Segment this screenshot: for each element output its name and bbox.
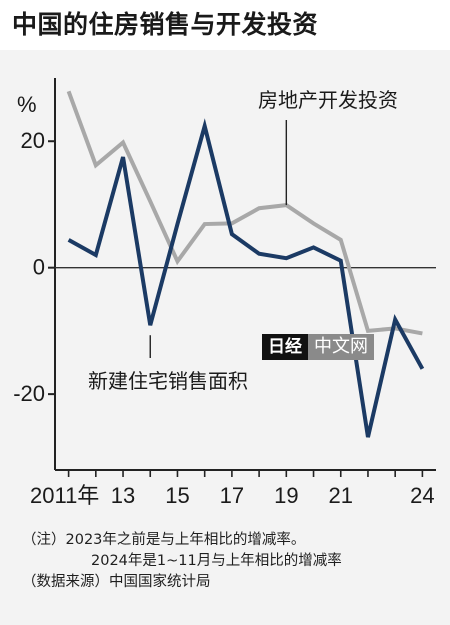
source-line: （数据来源）中国国家统计局 — [22, 574, 211, 590]
x-tick-label: 24 — [410, 483, 434, 508]
logo-text-nikkei: 日经 — [262, 334, 308, 360]
nikkei-chinese-logo: 日经 中文网 — [262, 334, 374, 360]
series-line-sales — [67, 118, 425, 438]
x-tick-label: 19 — [274, 483, 298, 508]
x-tick-label: 17 — [220, 483, 244, 508]
series-label-investment: 房地产开发投资 — [258, 88, 398, 112]
series-line-investment — [66, 90, 423, 336]
y-tick-label: 20 — [21, 128, 45, 153]
x-tick-label: 2011年 — [30, 483, 99, 508]
y-tick-label: 0 — [33, 255, 45, 280]
x-tick-label: 15 — [165, 483, 189, 508]
note-line: （注）2023年之前是与上年相比的增减率。 — [22, 532, 306, 548]
series-layer — [66, 90, 425, 438]
x-tick-label: 13 — [111, 483, 135, 508]
chart-title: 中国的住房销售与开发投资 — [0, 0, 450, 50]
logo-text-chinese-web: 中文网 — [308, 334, 374, 360]
x-tick-label: 21 — [329, 483, 353, 508]
note-line: 2024年是1~11月与上年相比的增减率 — [91, 553, 342, 569]
axes — [48, 78, 436, 477]
series-label-sales: 新建住宅销售面积 — [88, 369, 248, 393]
y-tick-label: -20 — [13, 381, 45, 406]
y-unit-label: % — [17, 92, 37, 117]
footnotes: （注）2023年之前是与上年相比的增减率。 2024年是1~11月与上年相比的增… — [0, 530, 450, 593]
